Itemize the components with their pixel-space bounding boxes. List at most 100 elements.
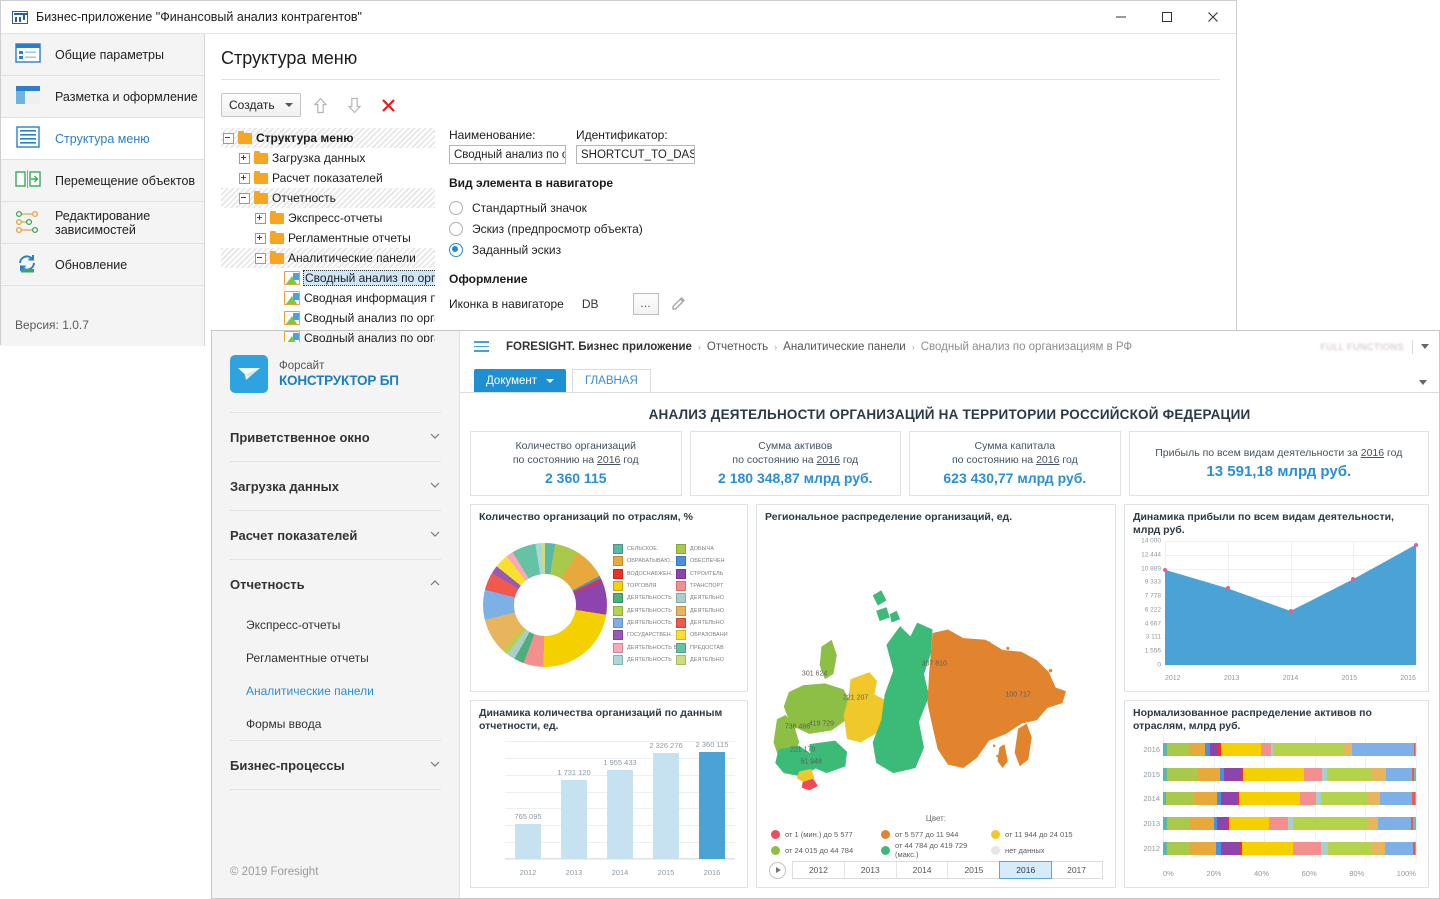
tree-node[interactable]: Отчетность: [221, 188, 435, 208]
map-legend-item-4[interactable]: от 44 784 до 419 729 (макс.): [880, 841, 991, 859]
breadcrumb-item-1[interactable]: Отчетность: [706, 340, 769, 353]
legend-item[interactable]: ДЕЯТЕЛЬНОСТЬ: [613, 617, 676, 629]
map-legend-item-0[interactable]: от 1 (мин.) до 5 577: [771, 826, 881, 842]
sidebar-item-menu-structure[interactable]: Структура меню: [1, 118, 204, 160]
collapse-icon[interactable]: [255, 252, 266, 264]
tree-node[interactable]: Сводный анализ по органи: [221, 268, 435, 288]
menu-group-3[interactable]: Отчетность: [230, 560, 441, 608]
map-legend-item-3[interactable]: от 24 015 до 44 784: [771, 842, 881, 858]
year-tab-2012[interactable]: 2012: [793, 862, 845, 878]
name-input[interactable]: Сводный анализ по ор: [449, 145, 566, 164]
tree-node[interactable]: Расчет показателей: [221, 168, 435, 188]
hamburger-menu-icon[interactable]: [474, 341, 489, 352]
legend-item[interactable]: ПРЕДОСТАВ: [676, 642, 739, 654]
radio-standard-icon[interactable]: Стандартный значок: [449, 197, 695, 218]
close-button[interactable]: [1190, 2, 1236, 33]
menu-tree[interactable]: Структура меню Загрузка данных Расчет пока…: [221, 128, 435, 342]
menu-subitem-3[interactable]: Формы ввода: [246, 716, 322, 731]
create-button[interactable]: Создать: [221, 93, 301, 117]
breadcrumb-root[interactable]: FORESIGHT. Бизнес приложение: [506, 340, 692, 353]
tab-main[interactable]: ГЛАВНАЯ: [572, 369, 651, 392]
tree-node[interactable]: Экспресс-отчеты: [221, 208, 435, 228]
bar[interactable]: 765 095: [514, 812, 542, 859]
eraser-icon[interactable]: [667, 294, 691, 314]
tree-node[interactable]: Структура меню: [221, 128, 435, 148]
minimize-button[interactable]: [1098, 2, 1144, 33]
move-down-button[interactable]: [341, 93, 369, 117]
identifier-input[interactable]: SHORTCUT_TO_DASH: [576, 145, 695, 164]
expand-icon[interactable]: [239, 172, 250, 184]
data-point[interactable]: [1414, 542, 1418, 547]
radio-preview[interactable]: Эскиз (предпросмотр объекта): [449, 218, 695, 239]
tab-document[interactable]: Документ: [474, 369, 567, 392]
tree-node[interactable]: Сводный анализ по органи: [221, 308, 435, 328]
map-area[interactable]: 301 624 221 207 307 810 100 717 736 466 419 7…: [765, 524, 1107, 812]
legend-item[interactable]: ОБЕСПЕЧЕН: [676, 555, 739, 567]
map-legend-item-5[interactable]: нет данных: [990, 842, 1101, 858]
expand-icon[interactable]: [239, 152, 250, 164]
year-tab-2017[interactable]: 2017: [1067, 865, 1087, 875]
collapse-icon[interactable]: [223, 132, 234, 144]
breadcrumb-item-2[interactable]: Аналитические панели: [783, 340, 906, 353]
legend-item[interactable]: ТОРГОВЛЯ: [613, 580, 676, 592]
menu-subitem-1[interactable]: Регламентные отчеты: [246, 650, 369, 665]
radio-button[interactable]: [449, 221, 463, 236]
tree-node[interactable]: Аналитические панели: [221, 248, 435, 268]
menu-group-2[interactable]: Расчет показателей: [230, 511, 441, 559]
move-up-button[interactable]: [307, 93, 335, 117]
bar[interactable]: 2 326 276: [649, 741, 683, 859]
legend-item[interactable]: ГОСУДАРСТВЕН...: [613, 629, 676, 641]
stacked-bar-2015[interactable]: [1163, 767, 1416, 781]
tree-node[interactable]: Сводная информация по о: [221, 288, 435, 308]
legend-item[interactable]: ДЕЯТЕЛЬНОСТЬ: [613, 592, 676, 604]
bar[interactable]: 2 360 115: [696, 740, 728, 859]
bar[interactable]: 1 731 120: [557, 768, 591, 859]
legend-item[interactable]: ДЕЯТЕЛЬНОСТЬ В: [613, 642, 676, 654]
year-tab-2016[interactable]: 2016: [999, 861, 1053, 879]
stacked-bar-2012[interactable]: [1163, 842, 1416, 856]
tree-node[interactable]: Загрузка данных: [221, 148, 435, 168]
data-point[interactable]: [1225, 586, 1230, 591]
menu-group-0[interactable]: Приветственное окно: [230, 413, 441, 461]
menu-group-1[interactable]: Загрузка данных: [230, 462, 441, 510]
legend-item[interactable]: ТРАНСПОРТ: [676, 580, 739, 592]
legend-item[interactable]: ДЕЯТЕЛЬНОСТЬ: [613, 654, 676, 666]
tree-node[interactable]: Сводный анализ по органи: [221, 328, 435, 342]
browse-button[interactable]: …: [632, 293, 659, 315]
chevron-down-icon[interactable]: [1421, 344, 1429, 349]
maximize-button[interactable]: [1144, 2, 1190, 33]
stacked-bar-2016[interactable]: [1163, 742, 1416, 756]
legend-item[interactable]: ДЕЯТЕЛЬНО: [676, 617, 739, 629]
tabbar-chevron-down-icon[interactable]: [1419, 380, 1427, 385]
bar[interactable]: 1 955 433: [603, 758, 637, 859]
delete-button[interactable]: [375, 93, 403, 117]
legend-item[interactable]: ОБРАБАТЫВАЮ...: [613, 555, 676, 567]
expand-icon[interactable]: [255, 212, 266, 224]
map-legend-item-2[interactable]: от 11 944 до 24 015: [990, 826, 1101, 842]
sidebar-item-move-objects[interactable]: Перемещение объектов: [1, 160, 204, 202]
radio-button[interactable]: [449, 200, 463, 215]
menu-subitem-0[interactable]: Экспресс-отчеты: [246, 617, 341, 632]
year-tab-2013[interactable]: 2013: [845, 862, 897, 878]
map-legend-item-1[interactable]: от 5 577 до 11 944: [880, 826, 991, 842]
legend-item[interactable]: ДЕЯТЕЛЬНО: [676, 592, 739, 604]
legend-item[interactable]: СТРОИТЕЛЬ: [676, 567, 739, 579]
stacked-bar-2013[interactable]: [1163, 817, 1416, 831]
play-icon[interactable]: [769, 861, 786, 879]
menu-subitem-2[interactable]: Аналитические панели: [246, 683, 374, 698]
sidebar-item-dependencies[interactable]: Редактирование зависимостей: [1, 202, 204, 244]
year-tab-2015[interactable]: 2015: [948, 862, 1001, 878]
legend-item[interactable]: ДЕЯТЕЛЬНО: [676, 605, 739, 617]
tree-node[interactable]: Регламентные отчеты: [221, 228, 435, 248]
legend-item[interactable]: СЕЛЬСКОЕ.: [613, 543, 676, 555]
data-point[interactable]: [1288, 608, 1293, 613]
sidebar-item-update[interactable]: Обновление: [1, 244, 204, 286]
data-point[interactable]: [1163, 567, 1167, 572]
sidebar-item-layout[interactable]: Разметка и оформление: [1, 76, 204, 118]
legend-item[interactable]: ВОДОСНАБЖЕН...: [613, 567, 676, 579]
sidebar-item-general-params[interactable]: Общие параметры: [1, 34, 204, 76]
radio-custom-sketch[interactable]: Заданный эскиз: [449, 239, 695, 260]
legend-item[interactable]: ДОБЫЧА: [676, 543, 739, 555]
expand-icon[interactable]: [255, 232, 266, 244]
legend-item[interactable]: ДЕЯТЕЛЬНОСТЬ: [613, 605, 676, 617]
